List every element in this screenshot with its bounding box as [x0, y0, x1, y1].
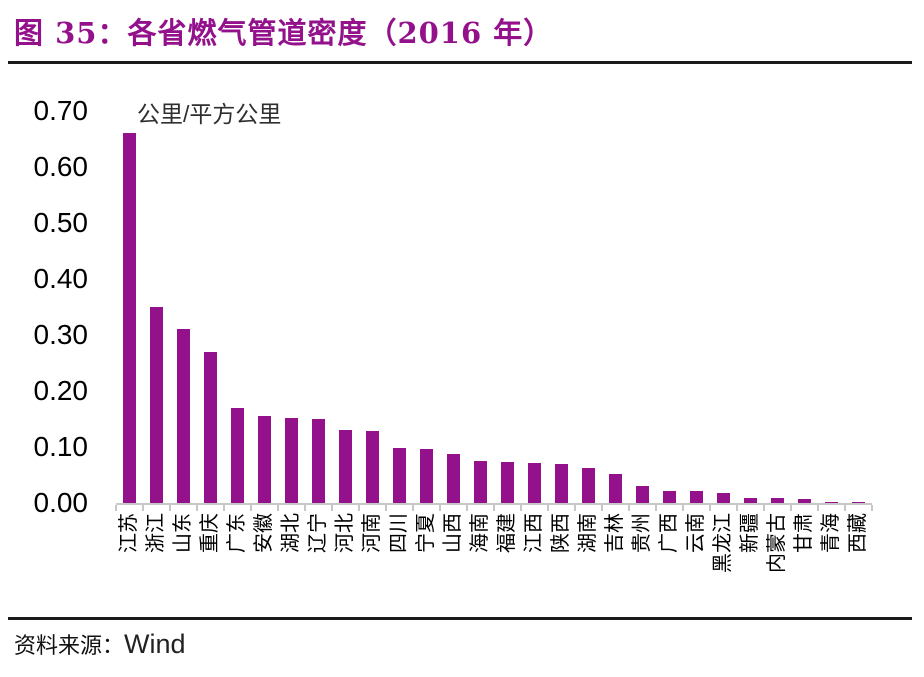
bar-吉林 — [608, 474, 622, 503]
x-axis-tick — [762, 505, 765, 511]
bar-湖北 — [284, 418, 298, 503]
bar-河南 — [365, 431, 379, 503]
bar-湖南 — [581, 468, 595, 503]
source-label: 资料来源： — [14, 634, 125, 659]
bar-四川 — [392, 448, 406, 503]
x-axis-tick — [870, 505, 873, 511]
bar-新疆 — [743, 498, 757, 503]
x-axis-tick — [141, 505, 144, 511]
x-axis-tick — [357, 505, 360, 511]
y-axis-tick-label: 0.70 — [33, 95, 89, 126]
x-axis-tick — [195, 505, 198, 511]
bar-西藏 — [851, 502, 865, 503]
x-axis-tick — [330, 505, 333, 511]
x-axis-tick — [438, 505, 441, 511]
x-axis-line — [115, 503, 872, 505]
bar-海南 — [473, 461, 487, 503]
bar-安徽 — [257, 416, 271, 503]
bar-辽宁 — [311, 419, 325, 503]
figure-title: 图 35：各省燃气管道密度（2016 年） — [14, 16, 554, 50]
bar-福建 — [500, 462, 514, 503]
chart-area: 公里/平方公里 0.70 0.60 0.50 0.40 0.30 0.20 0.10 0.00… — [0, 64, 924, 617]
x-axis-tick — [114, 505, 117, 511]
bar-黑龙江 — [716, 493, 730, 503]
x-axis-tick — [789, 505, 792, 511]
bar-江西 — [527, 463, 541, 503]
x-axis-tick — [411, 505, 414, 511]
x-axis-tick — [249, 505, 252, 511]
y-axis-tick-label: 0.40 — [33, 263, 89, 294]
bar-内蒙古 — [770, 498, 784, 503]
source-line: 资料来源：Wind — [14, 628, 186, 660]
x-axis-tick — [573, 505, 576, 511]
y-axis-tick-label: 0.00 — [33, 487, 89, 518]
x-axis-tick — [492, 505, 495, 511]
bar-浙江 — [149, 307, 163, 503]
y-axis-tick-label: 0.50 — [33, 207, 89, 238]
bar-青海 — [824, 502, 838, 503]
x-axis-tick — [627, 505, 630, 511]
bar-云南 — [689, 491, 703, 503]
source-divider — [8, 617, 912, 620]
x-axis-tick — [384, 505, 387, 511]
x-axis-tick — [681, 505, 684, 511]
x-axis-tick — [654, 505, 657, 511]
x-axis-tick — [843, 505, 846, 511]
x-axis-tick — [735, 505, 738, 511]
bar-陕西 — [554, 464, 568, 503]
source-value: Wind — [124, 629, 186, 659]
x-axis-tick — [546, 505, 549, 511]
y-axis-tick-label: 0.10 — [33, 431, 89, 462]
bar-宁夏 — [419, 449, 433, 503]
bar-河北 — [338, 430, 352, 503]
bar-江苏 — [122, 133, 136, 503]
bar-贵州 — [635, 486, 649, 503]
bar-甘肃 — [797, 499, 811, 503]
x-axis-tick — [465, 505, 468, 511]
x-axis-tick — [816, 505, 819, 511]
bar-广东 — [230, 408, 244, 503]
x-axis-tick — [303, 505, 306, 511]
x-axis-tick — [168, 505, 171, 511]
bar-重庆 — [203, 352, 217, 503]
x-axis-tick — [708, 505, 711, 511]
x-axis-tick — [600, 505, 603, 511]
y-axis-unit-label: 公里/平方公里 — [137, 101, 282, 127]
x-axis-tick — [276, 505, 279, 511]
x-axis-tick — [222, 505, 225, 511]
bar-广西 — [662, 491, 676, 503]
bar-山西 — [446, 454, 460, 503]
y-axis-tick-label: 0.20 — [33, 375, 89, 406]
bar-山东 — [176, 329, 190, 503]
y-axis-tick-label: 0.30 — [33, 319, 89, 350]
y-axis-tick-label: 0.60 — [33, 151, 89, 182]
title-divider — [8, 61, 912, 64]
x-axis-tick — [519, 505, 522, 511]
